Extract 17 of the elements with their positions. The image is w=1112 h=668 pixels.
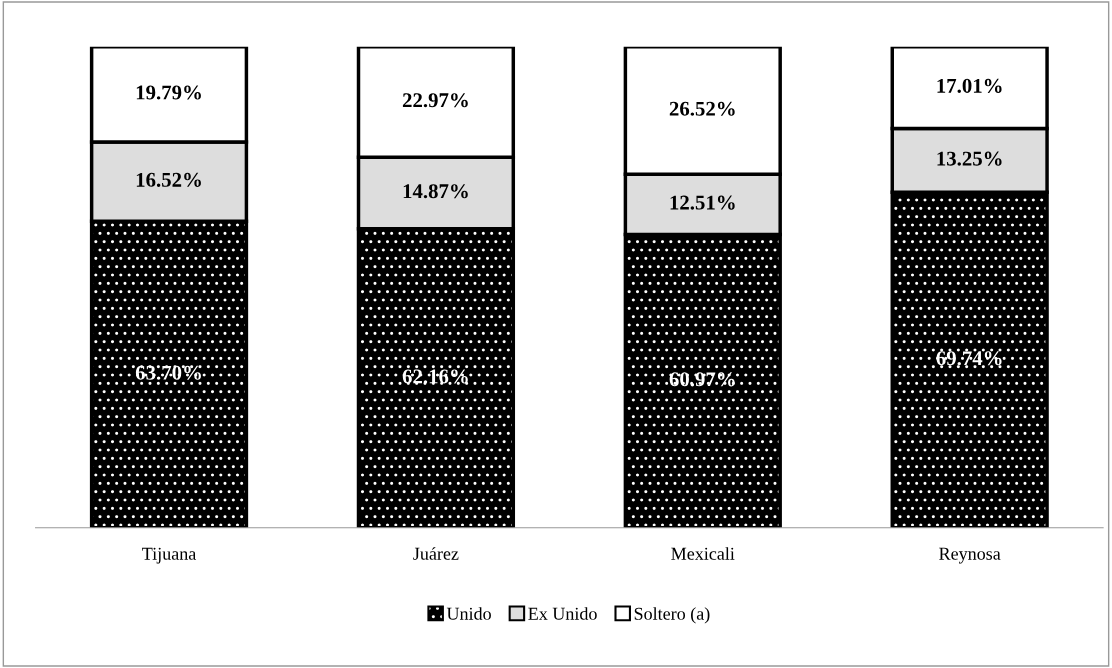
data-label: 62.16% — [402, 369, 468, 384]
data-label: 22.97% — [402, 93, 468, 108]
data-label: 17.01% — [937, 78, 1002, 93]
data-label: 13.25% — [937, 151, 1002, 166]
data-label: 26.52% — [669, 101, 735, 116]
data-label: 16.52% — [136, 172, 201, 187]
legend-label: Soltero (a) — [634, 607, 710, 624]
x-tick-label: Reynosa — [939, 547, 1001, 564]
legend-label: Unido — [446, 607, 491, 620]
data-label: 19.79% — [136, 85, 201, 100]
data-label: 14.87% — [403, 184, 468, 199]
x-tick-label: Mexicali — [671, 547, 735, 560]
data-label: 12.51% — [670, 195, 735, 210]
data-label: 69.74% — [936, 351, 1002, 366]
legend-label: Ex Unido — [528, 607, 597, 620]
x-tick-label: Tijuana — [142, 547, 197, 564]
x-tick-label: Juárez — [413, 547, 459, 560]
